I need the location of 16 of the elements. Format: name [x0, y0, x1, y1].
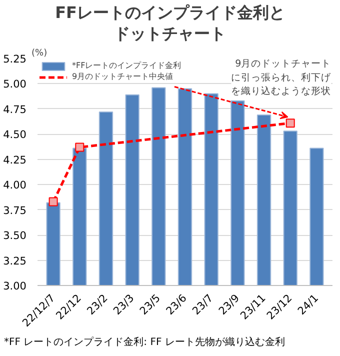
annotation: 9月のドットチャートに引っ張られ、利下げを織り込むような形状 — [231, 58, 332, 97]
y-tick-label: 5.00 — [3, 78, 27, 91]
y-tick-label: 3.50 — [3, 230, 27, 242]
y-tick-label: 4.25 — [3, 154, 27, 166]
y-tick-label: 4.50 — [3, 129, 27, 142]
chart-title: FFレートのインプライド金利とドットチャート — [54, 2, 286, 44]
y-tick-label: 3.00 — [3, 280, 27, 292]
y-axis-title: (%) — [32, 48, 48, 58]
legend-label: *FFレートのインプライド金利 — [72, 60, 182, 71]
y-tick-label: 5.25 — [3, 54, 27, 66]
legend-label: 9月のドットチャート中央値 — [72, 71, 174, 82]
text: *FF レートのインプライド金利: FF レート先物が織り込む金利 — [4, 336, 285, 350]
y-tick-label: 3.75 — [3, 204, 27, 217]
y-tick-label: 4.00 — [3, 180, 27, 192]
y-tick-label: 4.75 — [3, 104, 27, 116]
y-tick-label: 3.25 — [3, 255, 27, 268]
